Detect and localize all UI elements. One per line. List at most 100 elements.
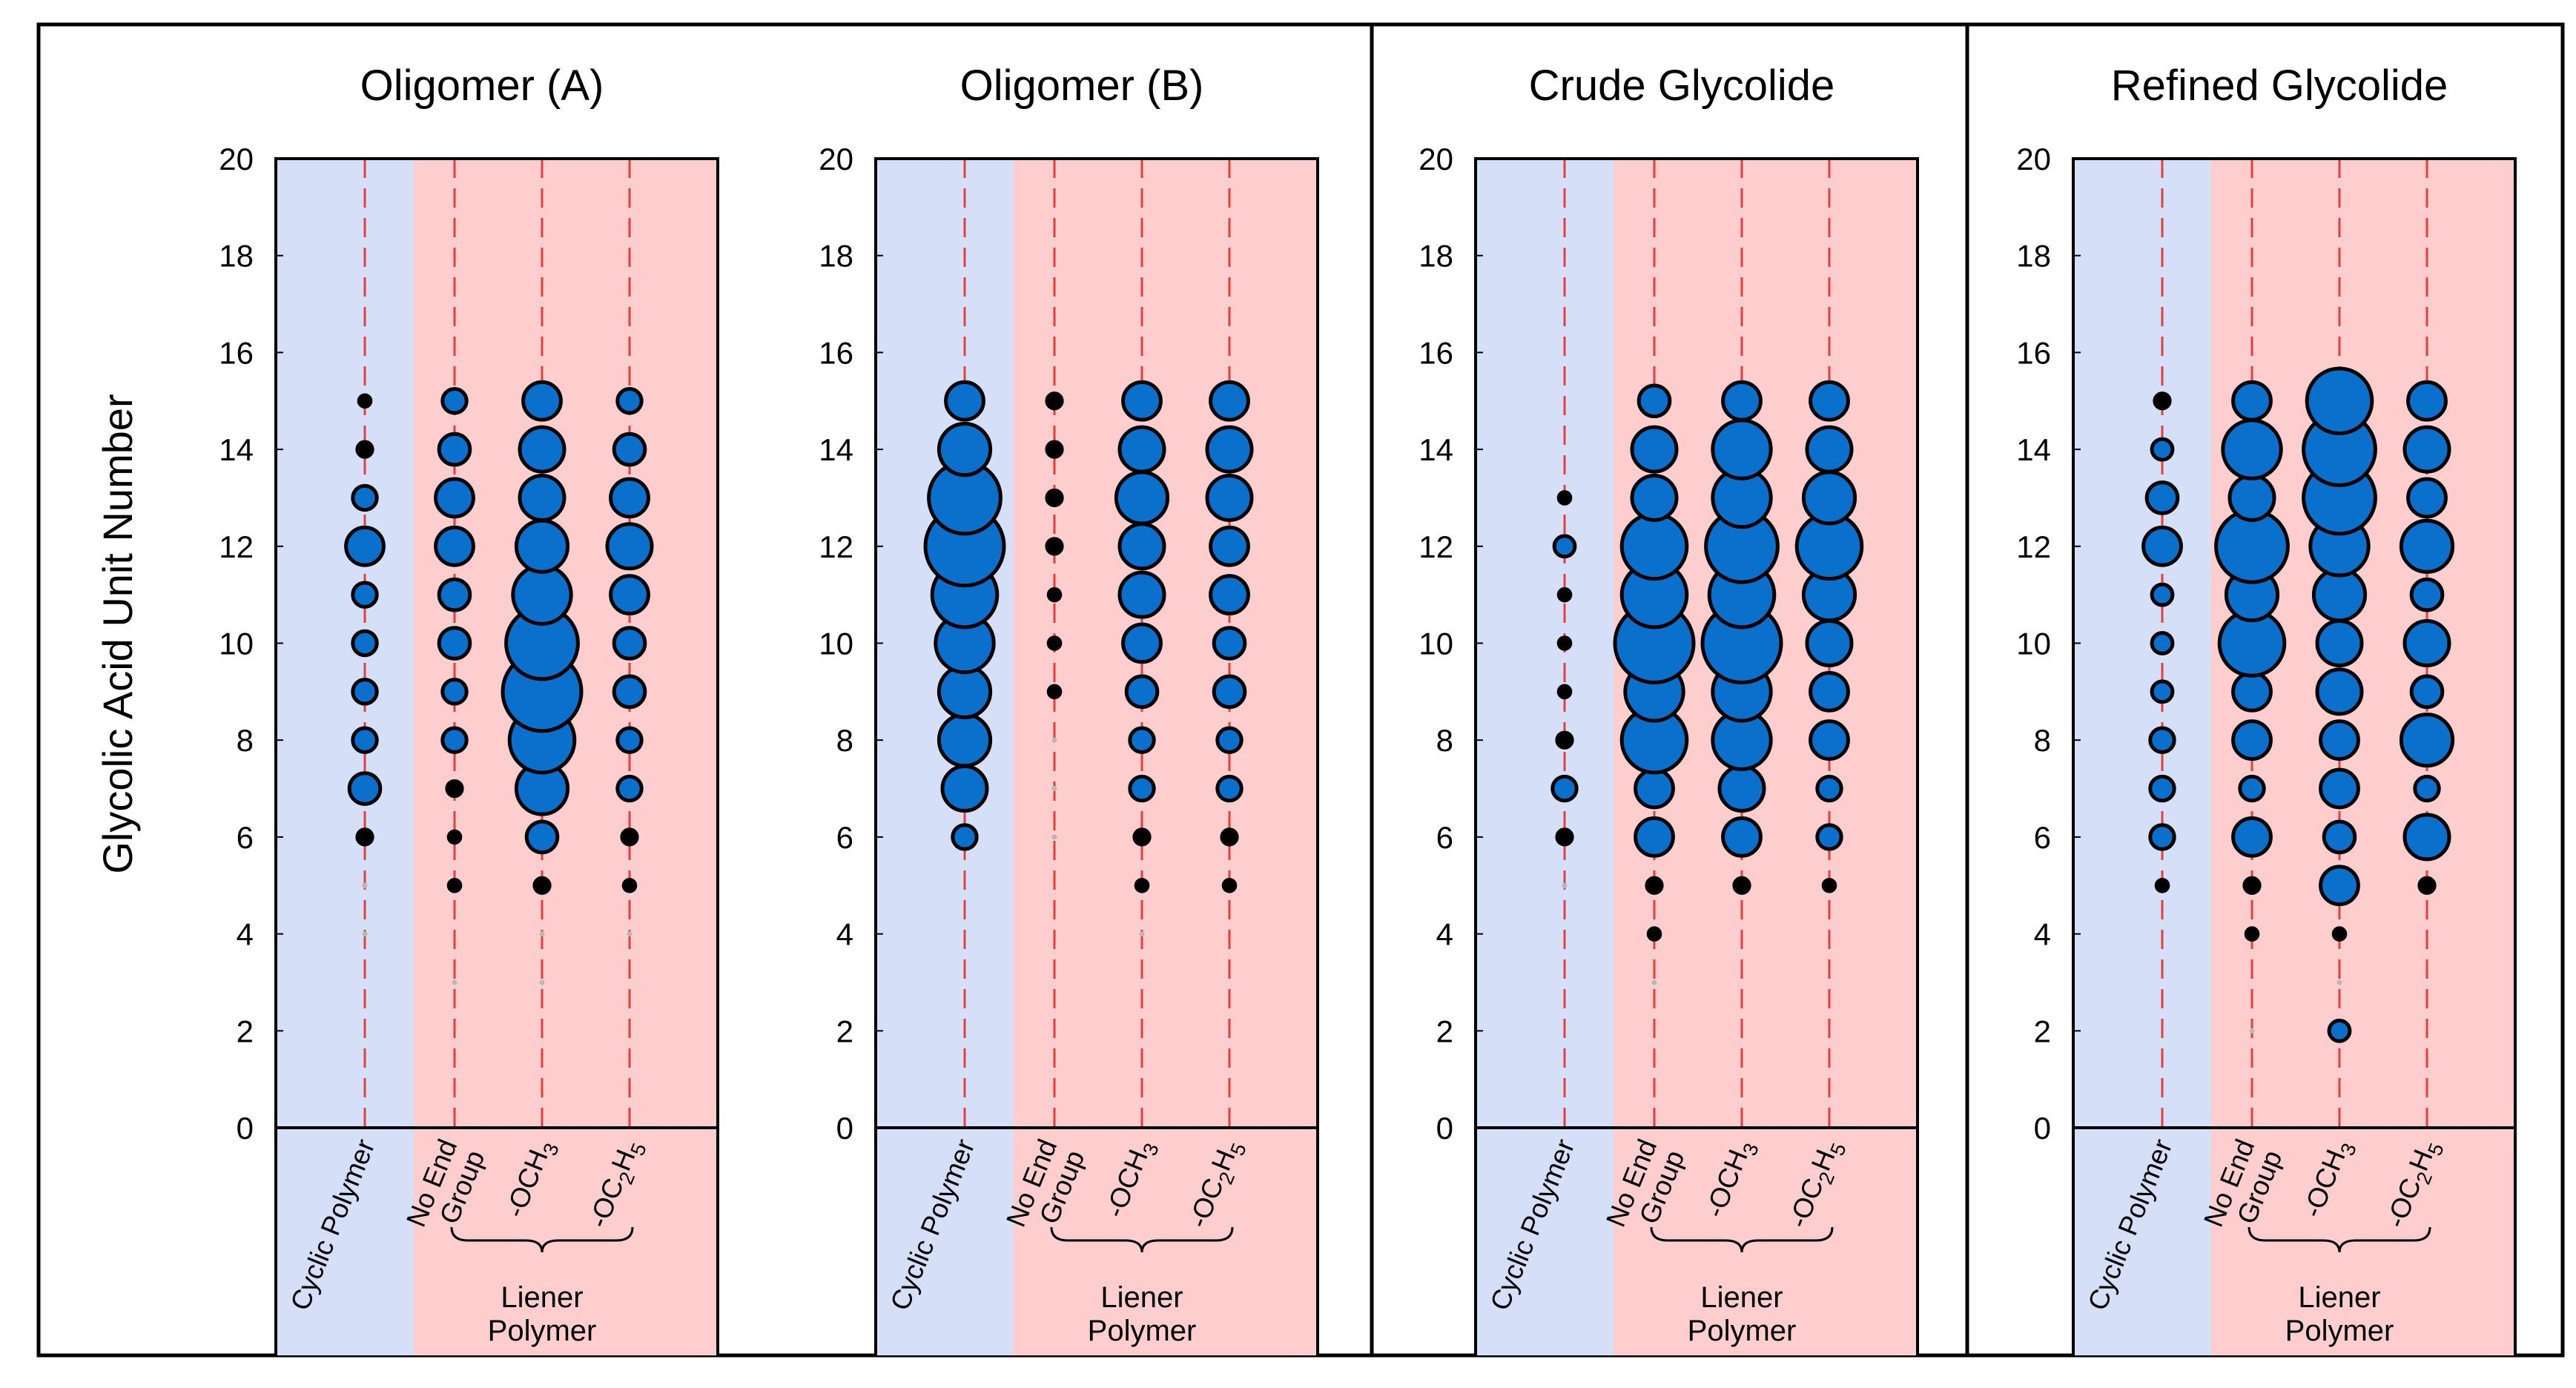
bubble-point [1805,425,1854,474]
bubble-point [1646,926,1662,942]
bubble-point [524,819,560,855]
y-tick-label: 6 [1436,820,1453,855]
bubble-point [351,678,379,706]
y-tick-label: 4 [836,917,853,952]
bubble-point [2242,876,2262,895]
bubble-point [2150,631,2175,655]
bubble-point [2409,674,2445,710]
bubble-point [357,393,373,409]
trace-marker [627,931,633,937]
bubble-point [437,577,472,612]
y-tick-label: 12 [219,529,254,564]
bubble-point [1550,774,1579,803]
bubble-point [1556,490,1573,506]
bubble-point [612,626,647,661]
y-tick-label: 0 [836,1111,853,1146]
bubble-point [351,629,379,658]
bubble-point [2150,437,2175,462]
bubble-point [2319,719,2360,761]
y-tick-label: 4 [237,917,254,952]
bubble-point [2327,1018,2352,1043]
bubble-point [937,422,993,477]
bubble-point [1045,391,1064,411]
bubble-point [2413,774,2441,803]
bubble-point [2319,767,2360,810]
bubble-point [1732,876,1751,895]
bubble-point [1215,774,1244,803]
bubble-point [1721,380,1763,422]
bubble-point [2402,425,2451,474]
linear-region-bg [1014,159,1318,1355]
y-tick-label: 14 [219,432,254,467]
y-tick-label: 12 [819,529,853,564]
linear-group-brace [1050,1226,1234,1253]
bubble-point [609,574,650,616]
bubble-point [1556,586,1573,603]
bubble-point [1215,726,1244,754]
bubble-point [2406,477,2448,519]
trace-marker [1651,979,1657,985]
bubble-point [1045,440,1064,459]
bubble-point [1556,684,1573,700]
y-tick-label: 2 [237,1014,254,1048]
y-tick-label: 14 [1419,432,1453,467]
bubble-point [1552,534,1577,559]
bubble-point [1721,816,1763,858]
bubble-point [615,726,644,754]
bubble-point [1805,619,1854,667]
y-tick-label: 2 [2034,1014,2051,1048]
bubble-point [612,432,647,467]
y-tick-label: 8 [1436,723,1453,758]
linear-group-label: Liener [501,1281,583,1314]
y-tick-label: 8 [2034,723,2051,758]
linear-group-label: Polymer [488,1315,597,1347]
y-tick-label: 0 [2034,1111,2051,1146]
linear-group-label: Polymer [2285,1315,2394,1347]
bubble-point [2331,926,2348,942]
bubble-point [511,564,573,626]
bubble-point [2231,719,2273,761]
linear-group-label: Polymer [1088,1315,1197,1347]
bubble-point [355,827,374,847]
bubble-point [2399,713,2455,768]
trace-marker [539,931,545,937]
y-tick-label: 10 [819,627,853,661]
bubble-point [1121,622,1163,664]
bubble-point [518,473,567,522]
bubble-point [1132,827,1152,847]
linear-group-label: Liener [1100,1281,1183,1314]
bubble-point [1801,470,1857,526]
trace-marker [1562,882,1568,888]
y-tick-label: 10 [1419,627,1453,661]
bubble-point [1220,827,1239,847]
bubble-point [1809,670,1850,713]
bubble-point [621,877,638,893]
bubble-point [2154,877,2170,893]
bubble-point [1212,674,1247,710]
y-tick-label: 18 [2016,239,2051,274]
panel-title: Refined Glycolide [2111,62,2448,110]
bubble-point [440,726,469,754]
bubble-point [612,674,647,710]
y-tick-label: 6 [2034,820,2051,855]
linear-group-brace [450,1226,634,1253]
bubble-point [2231,380,2273,422]
cyclic-region-bg [1476,159,1614,1355]
bubble-point [351,581,379,609]
bubble-point [1815,823,1843,851]
bubble-point [951,823,979,851]
trace-marker [452,979,458,985]
bubble-point [351,726,379,754]
bubble-point [1114,470,1170,526]
bubble-point [1121,380,1163,422]
bubble-point [1134,877,1150,893]
bubble-point [445,779,464,799]
bubble-point [1809,380,1850,422]
bubble-point [532,876,552,895]
y-tick-label: 0 [237,1111,254,1146]
bubble-point [1630,473,1679,522]
bubble-point [605,522,654,571]
y-tick-label: 8 [237,723,254,758]
y-tick-label: 2 [1436,1014,1453,1048]
bubble-point [440,387,469,415]
